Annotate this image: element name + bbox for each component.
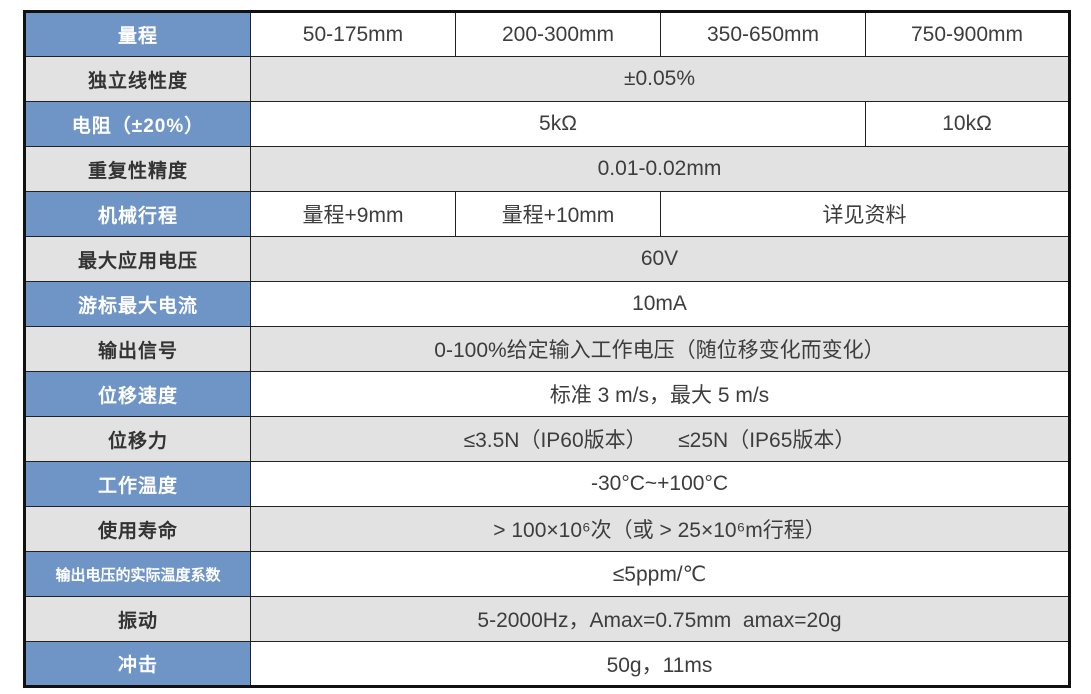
table-row-wiper-current: 游标最大电流 10mA	[24, 281, 1070, 327]
table-row-temp-coefficient: 输出电压的实际温度系数 ≤5ppm/℃	[24, 551, 1070, 597]
row-label-output-signal: 输出信号	[24, 326, 251, 372]
row-label-range: 量程	[24, 11, 251, 57]
table-row-output-signal: 输出信号 0-100%给定输入工作电压（随位移变化而变化）	[24, 326, 1070, 372]
spec-value: 标准 3 m/s，最大 5 m/s	[250, 371, 1070, 417]
table-row-resistance: 电阻（±20%） 5kΩ 10kΩ	[24, 101, 1070, 147]
table-row-mechanical-travel: 机械行程 量程+9mm 量程+10mm 详见资料	[24, 191, 1070, 237]
spec-value: ≤3.5N（IP60版本） ≤25N（IP65版本）	[250, 416, 1070, 462]
spec-value: 5kΩ	[250, 101, 866, 147]
spec-value: 50-175mm	[250, 11, 456, 57]
row-label-mechanical-travel: 机械行程	[24, 191, 251, 237]
row-label-temp-coefficient: 输出电压的实际温度系数	[24, 551, 251, 597]
table-row-vibration: 振动 5-2000Hz，Amax=0.75mm amax=20g	[24, 596, 1070, 642]
row-label-vibration: 振动	[24, 596, 251, 642]
row-label-displacement-speed: 位移速度	[24, 371, 251, 417]
spec-value: -30°C~+100°C	[250, 461, 1070, 507]
row-label-repeatability: 重复性精度	[24, 146, 251, 192]
spec-value: 10mA	[250, 281, 1070, 327]
row-label-operating-temperature: 工作温度	[24, 461, 251, 507]
spec-value: 10kΩ	[865, 101, 1070, 147]
row-label-service-life: 使用寿命	[24, 506, 251, 552]
table-row-repeatability: 重复性精度 0.01-0.02mm	[24, 146, 1070, 192]
table-row-range: 量程 50-175mm 200-300mm 350-650mm 750-900m…	[24, 11, 1070, 57]
spec-value: 350-650mm	[660, 11, 866, 57]
row-label-displacement-force: 位移力	[24, 416, 251, 462]
spec-value: 200-300mm	[455, 11, 661, 57]
table-row-displacement-speed: 位移速度 标准 3 m/s，最大 5 m/s	[24, 371, 1070, 417]
spec-value: > 100×10⁶次（或 > 25×10⁶m行程）	[250, 506, 1070, 552]
row-label-max-voltage: 最大应用电压	[24, 236, 251, 282]
spec-value: 0-100%给定输入工作电压（随位移变化而变化）	[250, 326, 1070, 372]
table-row-service-life: 使用寿命 > 100×10⁶次（或 > 25×10⁶m行程）	[24, 506, 1070, 552]
table-row-max-voltage: 最大应用电压 60V	[24, 236, 1070, 282]
row-label-shock: 冲击	[24, 641, 251, 687]
table-row-displacement-force: 位移力 ≤3.5N（IP60版本） ≤25N（IP65版本）	[24, 416, 1070, 462]
spec-value: 750-900mm	[865, 11, 1070, 57]
row-label-resistance: 电阻（±20%）	[24, 101, 251, 147]
spec-value: 5-2000Hz，Amax=0.75mm amax=20g	[250, 596, 1070, 642]
row-label-wiper-current: 游标最大电流	[24, 281, 251, 327]
spec-value: ±0.05%	[250, 56, 1070, 102]
spec-table: 量程 50-175mm 200-300mm 350-650mm 750-900m…	[23, 10, 1071, 688]
spec-value: 60V	[250, 236, 1070, 282]
row-label-linearity: 独立线性度	[24, 56, 251, 102]
table-row-shock: 冲击 50g，11ms	[24, 641, 1070, 687]
spec-value: 0.01-0.02mm	[250, 146, 1070, 192]
spec-value: 量程+10mm	[455, 191, 661, 237]
spec-value: 详见资料	[660, 191, 1070, 237]
table-row-operating-temperature: 工作温度 -30°C~+100°C	[24, 461, 1070, 507]
spec-value: ≤5ppm/℃	[250, 551, 1070, 597]
spec-value: 50g，11ms	[250, 641, 1070, 687]
spec-value: 量程+9mm	[250, 191, 456, 237]
table-row-linearity: 独立线性度 ±0.05%	[24, 56, 1070, 102]
